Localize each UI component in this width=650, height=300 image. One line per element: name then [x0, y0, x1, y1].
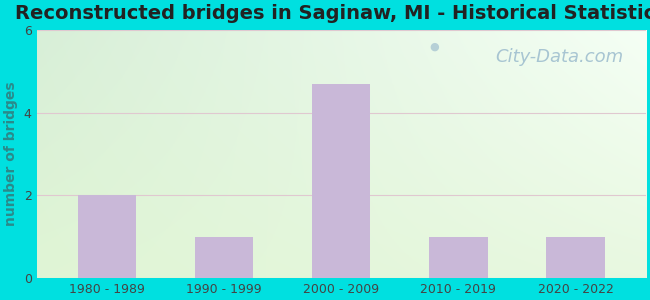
- Y-axis label: number of bridges: number of bridges: [4, 82, 18, 226]
- Text: City-Data.com: City-Data.com: [495, 48, 623, 66]
- Bar: [429, 237, 488, 278]
- Bar: [546, 237, 605, 278]
- Bar: [195, 237, 254, 278]
- Text: ●: ●: [430, 41, 439, 51]
- Bar: [312, 84, 370, 278]
- Bar: [77, 195, 136, 278]
- Title: Reconstructed bridges in Saginaw, MI - Historical Statistics: Reconstructed bridges in Saginaw, MI - H…: [16, 4, 650, 23]
